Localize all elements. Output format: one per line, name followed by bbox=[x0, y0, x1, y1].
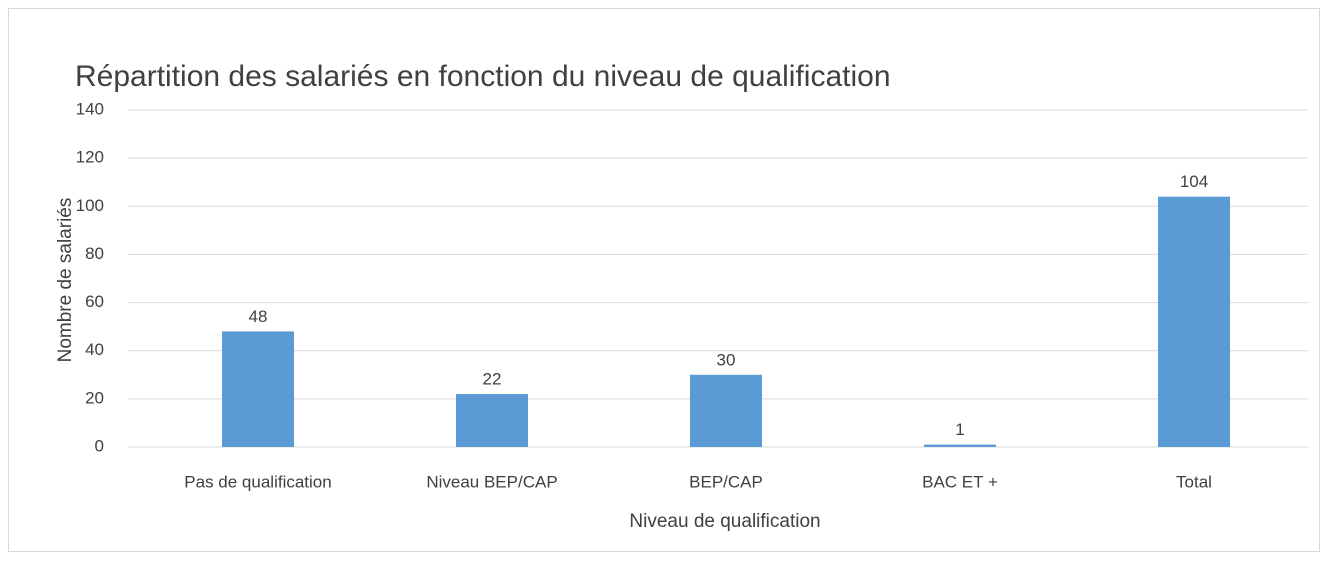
data-label: 104 bbox=[1180, 172, 1208, 191]
y-tick-label: 120 bbox=[76, 148, 104, 167]
bar bbox=[1158, 196, 1230, 447]
y-tick-label: 140 bbox=[76, 99, 104, 118]
data-label: 48 bbox=[249, 307, 268, 326]
y-axis-label: Nombre de salariés bbox=[55, 198, 76, 363]
data-label: 22 bbox=[483, 370, 502, 389]
data-label: 1 bbox=[955, 420, 964, 439]
y-tick-label: 100 bbox=[76, 196, 104, 215]
x-tick-label: BAC ET + bbox=[922, 472, 998, 491]
bar bbox=[456, 394, 528, 447]
y-tick-label: 0 bbox=[95, 436, 104, 455]
y-tick-label: 80 bbox=[85, 244, 104, 263]
y-tick-label: 20 bbox=[85, 388, 104, 407]
bar bbox=[690, 374, 762, 447]
bar bbox=[222, 331, 294, 447]
x-tick-label: BEP/CAP bbox=[689, 472, 763, 491]
x-axis-label: Niveau de qualification bbox=[629, 511, 820, 532]
x-tick-label: Total bbox=[1176, 472, 1212, 491]
x-tick-label: Niveau BEP/CAP bbox=[426, 472, 557, 491]
bar bbox=[924, 444, 996, 447]
y-tick-label: 40 bbox=[85, 340, 104, 359]
data-label: 30 bbox=[717, 350, 736, 369]
chart-frame bbox=[8, 8, 1320, 552]
y-tick-label: 60 bbox=[85, 292, 104, 311]
chart-title: Répartition des salariés en fonction du … bbox=[75, 60, 891, 93]
x-tick-label: Pas de qualification bbox=[184, 472, 331, 491]
